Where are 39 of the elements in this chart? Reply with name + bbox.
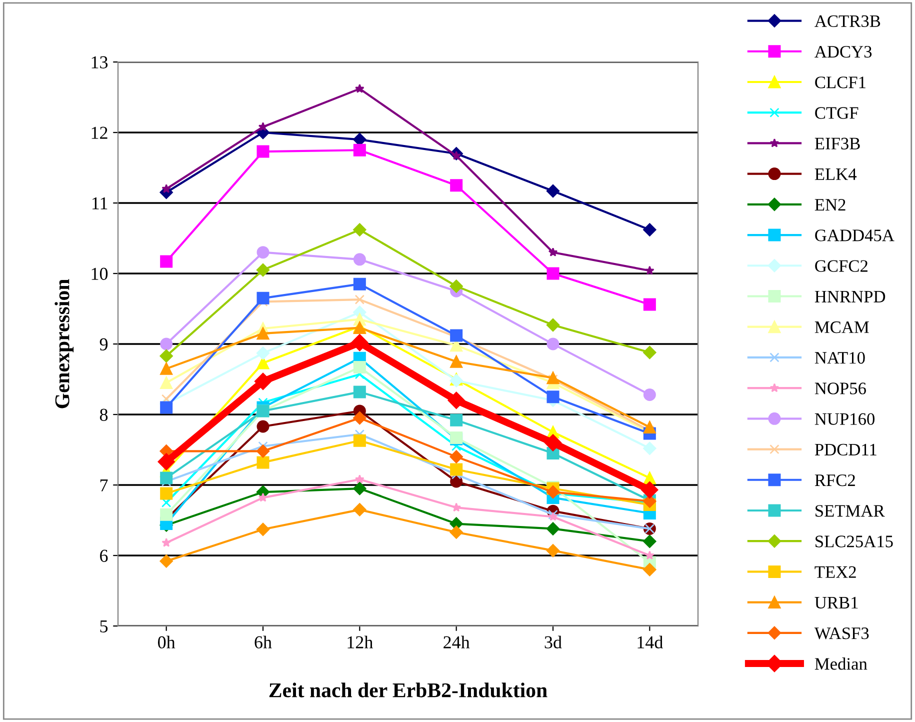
- legend-label: Median: [814, 658, 868, 670]
- x-tick-label: 14d: [638, 636, 663, 648]
- legend-label: ELK4: [814, 168, 857, 180]
- x-tick-label: 6h: [254, 636, 272, 648]
- legend-label: CTGF: [815, 107, 858, 119]
- legend-label: NOP56: [814, 382, 866, 394]
- legend-label: SLC25A15: [816, 536, 893, 548]
- y-tick-label: 6: [100, 550, 108, 562]
- legend-label: SETMAR: [816, 505, 885, 517]
- legend-label: CLCF1: [815, 76, 866, 88]
- legend-label: GADD45A: [815, 230, 894, 242]
- legend-label: EIF3B: [814, 138, 860, 150]
- x-tick-label: 12h: [348, 636, 373, 648]
- y-tick-label: 5: [100, 620, 108, 632]
- y-tick-label: 12: [92, 126, 108, 139]
- legend-label: PDCD11: [814, 444, 876, 456]
- y-tick-label: 8: [100, 408, 108, 421]
- legend-label: NUP160: [814, 413, 875, 425]
- y-axis-title: Genexpression: [54, 279, 74, 408]
- legend-label: TEX2: [814, 566, 856, 578]
- x-axis-title: Zeit nach der ErbB2-Induktion: [269, 682, 548, 698]
- x-tick-label: 3d: [544, 636, 562, 648]
- legend-label: MCAM: [814, 321, 869, 334]
- legend-label: ACTR3B: [814, 15, 880, 28]
- legend-label: ADCY3: [814, 46, 872, 58]
- y-tick-label: 10: [92, 268, 108, 280]
- y-tick-label: 13: [92, 56, 108, 68]
- legend-label: GCFC2: [815, 260, 868, 272]
- legend-label: HNRNPD: [814, 290, 886, 302]
- legend-label: NAT10: [814, 352, 865, 364]
- legend-label: RFC2: [814, 474, 855, 486]
- y-tick-label: 9: [100, 338, 108, 350]
- x-tick-label: 24h: [444, 636, 470, 648]
- legend-label: WASF3: [814, 628, 869, 640]
- y-tick-label: 7: [100, 479, 108, 492]
- legend-label: EN2: [814, 199, 846, 210]
- x-tick-label: 0h: [158, 636, 176, 648]
- legend-label: URB1: [814, 596, 858, 609]
- y-tick-label: 11: [92, 197, 108, 210]
